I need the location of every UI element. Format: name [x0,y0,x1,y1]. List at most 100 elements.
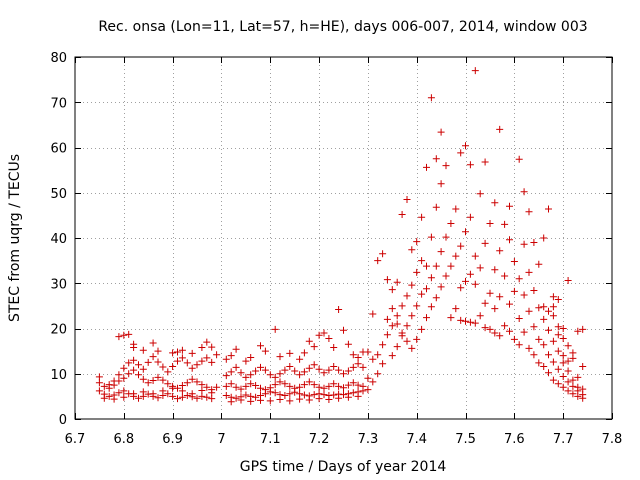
data-point [403,322,411,330]
data-point [315,331,323,339]
data-point [393,320,401,328]
data-point [383,276,391,284]
data-point [418,325,426,333]
data-point [559,373,567,380]
chart-title: Rec. onsa (Lon=11, Lat=57, h=HE), days 0… [98,19,587,35]
data-point [403,337,411,345]
data-point [481,239,489,247]
data-point [300,391,308,399]
data-point [276,378,284,386]
data-point [423,314,430,322]
data-point [115,389,123,397]
data-point [574,327,582,335]
data-point [247,397,255,405]
data-point [423,262,430,270]
data-point [100,394,108,402]
data-point [423,285,430,293]
y-tick-label: 80 [50,51,67,66]
x-tick-label: 7.3 [358,432,379,447]
data-point [198,387,206,394]
data-point [520,188,528,196]
data-point [554,380,562,388]
data-point [452,205,460,213]
data-point [286,363,294,370]
data-point [408,246,416,254]
data-point [403,292,411,300]
data-point [432,294,440,302]
axis-ticks: 6.7 6.8 6.9 7 7.1 7.2 7.3 7.4 7.5 7.6 7.7 7.8 0 10 20 3… [50,51,622,447]
y-axis-label: STEC from uqrg / TECUs [7,154,23,322]
data-point [549,303,557,311]
data-point [252,393,260,401]
data-point [198,381,206,389]
data-point [540,315,548,323]
data-point [442,233,450,241]
data-point [462,228,469,236]
data-point [481,324,489,332]
data-point [408,344,416,352]
data-point [237,385,245,393]
data-point [388,305,396,313]
data-point [545,351,552,359]
data-point [486,289,494,297]
data-point [427,233,435,241]
data-point [462,317,469,325]
data-point [95,379,103,387]
data-point [344,381,352,389]
data-point [149,353,157,361]
data-point [252,367,260,375]
data-point [198,392,206,400]
data-point [300,349,308,357]
data-point [266,371,274,379]
data-point [276,353,284,361]
y-tick-label: 0 [59,413,67,428]
data-point [549,358,557,366]
data-point [564,357,572,365]
data-point [159,376,167,384]
data-point [325,382,333,390]
data-point [174,348,181,356]
data-point [501,322,509,330]
data-point [559,335,567,342]
data-point [476,312,484,320]
data-point [549,293,557,301]
data-point [188,349,196,357]
data-point [462,142,469,150]
data-point [135,361,142,369]
data-point [549,376,557,384]
data-point [374,351,382,359]
data-point [198,357,206,365]
data-point [496,247,504,255]
data-point [408,312,416,320]
data-point [325,335,333,342]
data-point [340,384,347,392]
data-point [393,278,401,286]
data-point [545,307,552,315]
data-point [208,358,216,366]
data-point [281,366,289,374]
data-point [154,373,162,381]
data-point [242,373,250,381]
data-point [364,348,372,356]
data-point [164,390,172,398]
data-point [506,300,513,308]
data-point [354,360,362,368]
data-point [242,382,250,390]
y-tick-label: 40 [50,232,67,247]
x-tick-label: 7.4 [406,432,427,447]
data-point [515,315,523,322]
data-point [569,354,577,362]
data-point [242,357,250,365]
data-point [247,380,255,388]
x-tick-label: 7.5 [455,432,476,447]
data-point [520,328,528,336]
data-point [466,161,474,169]
data-point [457,149,465,157]
data-point [305,337,313,345]
data-point [247,354,255,361]
data-point [398,211,406,218]
data-point [559,383,567,391]
data-point [222,392,230,399]
data-point [427,94,435,102]
data-point [325,396,333,403]
